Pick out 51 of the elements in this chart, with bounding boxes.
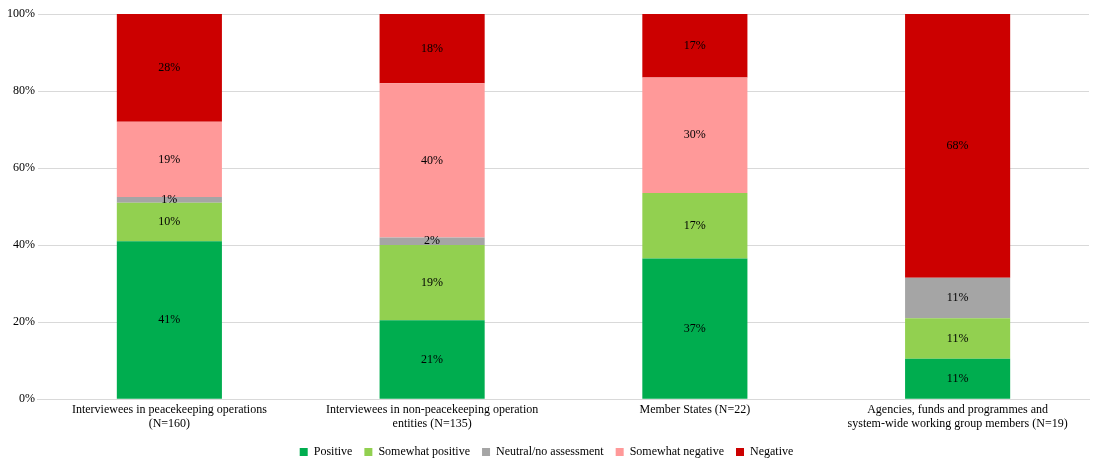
y-tick-label: 40% — [13, 237, 35, 252]
bar — [379, 83, 485, 238]
bar — [116, 121, 222, 197]
legend-label: Neutral/no assessment — [496, 444, 605, 459]
y-tick-label: 80% — [13, 83, 35, 98]
data-label: 37% — [683, 320, 706, 335]
data-label: 11% — [946, 330, 969, 345]
data-label: 10% — [158, 214, 181, 229]
bar — [905, 318, 1011, 359]
bar — [905, 277, 1011, 319]
data-label: 19% — [421, 274, 444, 289]
bar — [642, 77, 748, 194]
bar — [116, 196, 222, 203]
data-label: 68% — [946, 138, 969, 153]
x-tick-label: Interviewees in peacekeeping operations (N=160) — [71, 401, 268, 430]
data-label: 18% — [421, 40, 444, 55]
bar — [116, 241, 222, 399]
bar — [379, 237, 485, 246]
legend-label: Somewhat positive — [378, 444, 471, 459]
bar — [642, 258, 748, 399]
data-label: 11% — [946, 370, 969, 385]
bar — [379, 245, 485, 321]
x-tick-label: Interviewees in non-peacekeeping operation entities (N=135) — [326, 401, 539, 430]
legend-label: Negative — [749, 444, 794, 459]
x-tick-label: Member States (N=22) — [639, 401, 751, 416]
bar — [905, 358, 1011, 399]
bar — [116, 202, 222, 242]
data-label: 40% — [421, 152, 444, 167]
bar — [642, 14, 748, 78]
bar — [905, 14, 1011, 278]
data-label: 19% — [158, 151, 181, 166]
data-label: 11% — [946, 290, 969, 305]
data-label: 21% — [421, 351, 444, 366]
data-label: 41% — [158, 312, 181, 327]
x-tick-label: Agencies, funds and programmes and system-wide working group members (N=19) — [847, 401, 1068, 430]
data-label: 1% — [161, 192, 178, 207]
legend-label: Positive — [313, 444, 353, 459]
bar — [116, 14, 222, 122]
data-label: 17% — [683, 37, 706, 52]
data-label: 30% — [683, 127, 706, 142]
bar — [379, 14, 485, 84]
y-tick-label: 100% — [7, 6, 35, 21]
bar — [642, 193, 748, 259]
y-tick-label: 20% — [13, 314, 35, 329]
data-label: 2% — [424, 233, 441, 248]
bar — [379, 320, 485, 399]
legend-label: Somewhat negative — [629, 444, 724, 459]
data-label: 28% — [158, 60, 181, 75]
y-tick-label: 60% — [13, 160, 35, 175]
y-tick-label: 0% — [19, 391, 35, 406]
data-label: 17% — [683, 218, 706, 233]
